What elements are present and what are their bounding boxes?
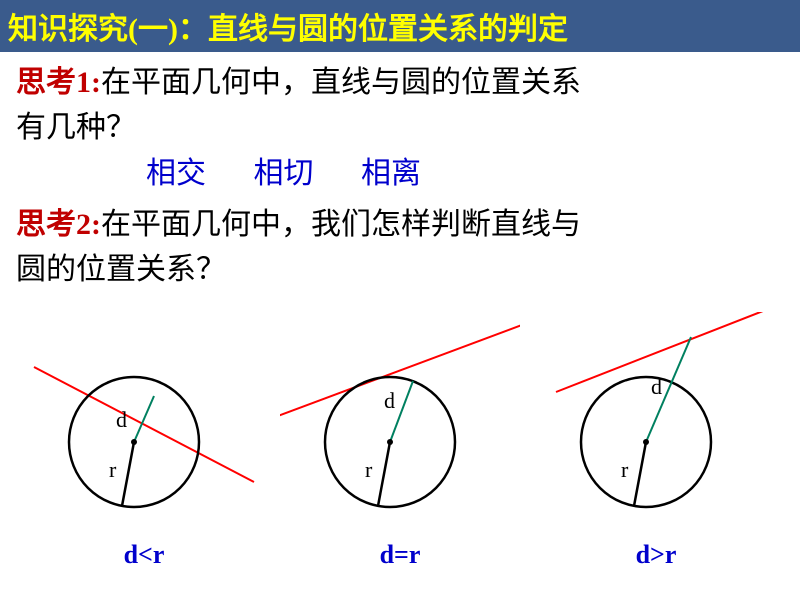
question-1: 思考1:在平面几何中，直线与圆的位置关系 有几种？ [16,60,784,150]
perp-d-1 [134,396,154,442]
diagram-2-caption: d=r [380,540,421,570]
question-2-label: 思考2: [16,208,101,241]
question-2: 思考2:在平面几何中，我们怎样判断直线与 圆的位置关系？ [16,202,784,292]
diagram-intersect: d r d<r [24,312,264,570]
d-label-1: d [116,407,127,432]
diagram-1-caption: d<r [124,540,165,570]
secant-line [34,367,254,482]
center-2 [387,439,393,445]
slide-content: 思考1:在平面几何中，直线与圆的位置关系 有几种？ 相交 相切 相离 思考2:在… [0,52,800,570]
diagram-tangent-svg: d r [280,312,520,532]
tangent-line [280,322,520,417]
diagram-intersect-svg: d r [24,312,264,532]
slide-header: 知识探究(一)：直线与圆的位置关系的判定 [0,0,800,52]
answer-separate: 相离 [361,157,421,190]
answer-row: 相交 相切 相离 [146,148,784,192]
answer-tangent: 相切 [254,157,314,190]
radius-3 [634,442,646,506]
diagram-tangent: d r d=r [280,312,520,570]
center-1 [131,439,137,445]
diagram-separate-svg: d r [536,312,776,532]
diagram-row: d r d<r d r d=r [16,312,784,570]
center-3 [643,439,649,445]
r-label-2: r [365,457,373,482]
answer-intersect: 相交 [146,157,206,190]
d-label-2: d [384,388,395,413]
d-label-3: d [651,374,662,399]
question-1-label: 思考1: [16,66,101,99]
question-1-text-a: 在平面几何中，直线与圆的位置关系 [101,66,581,99]
r-label-3: r [621,457,629,482]
radius-1 [122,442,134,506]
r-label-1: r [109,457,117,482]
radius-2 [378,442,390,506]
diagram-3-caption: d>r [636,540,677,570]
question-2-text-b: 圆的位置关系？ [16,253,226,286]
question-2-text-a: 在平面几何中，我们怎样判断直线与 [101,208,581,241]
diagram-separate: d r d>r [536,312,776,570]
question-1-text-b: 有几种？ [16,111,136,144]
